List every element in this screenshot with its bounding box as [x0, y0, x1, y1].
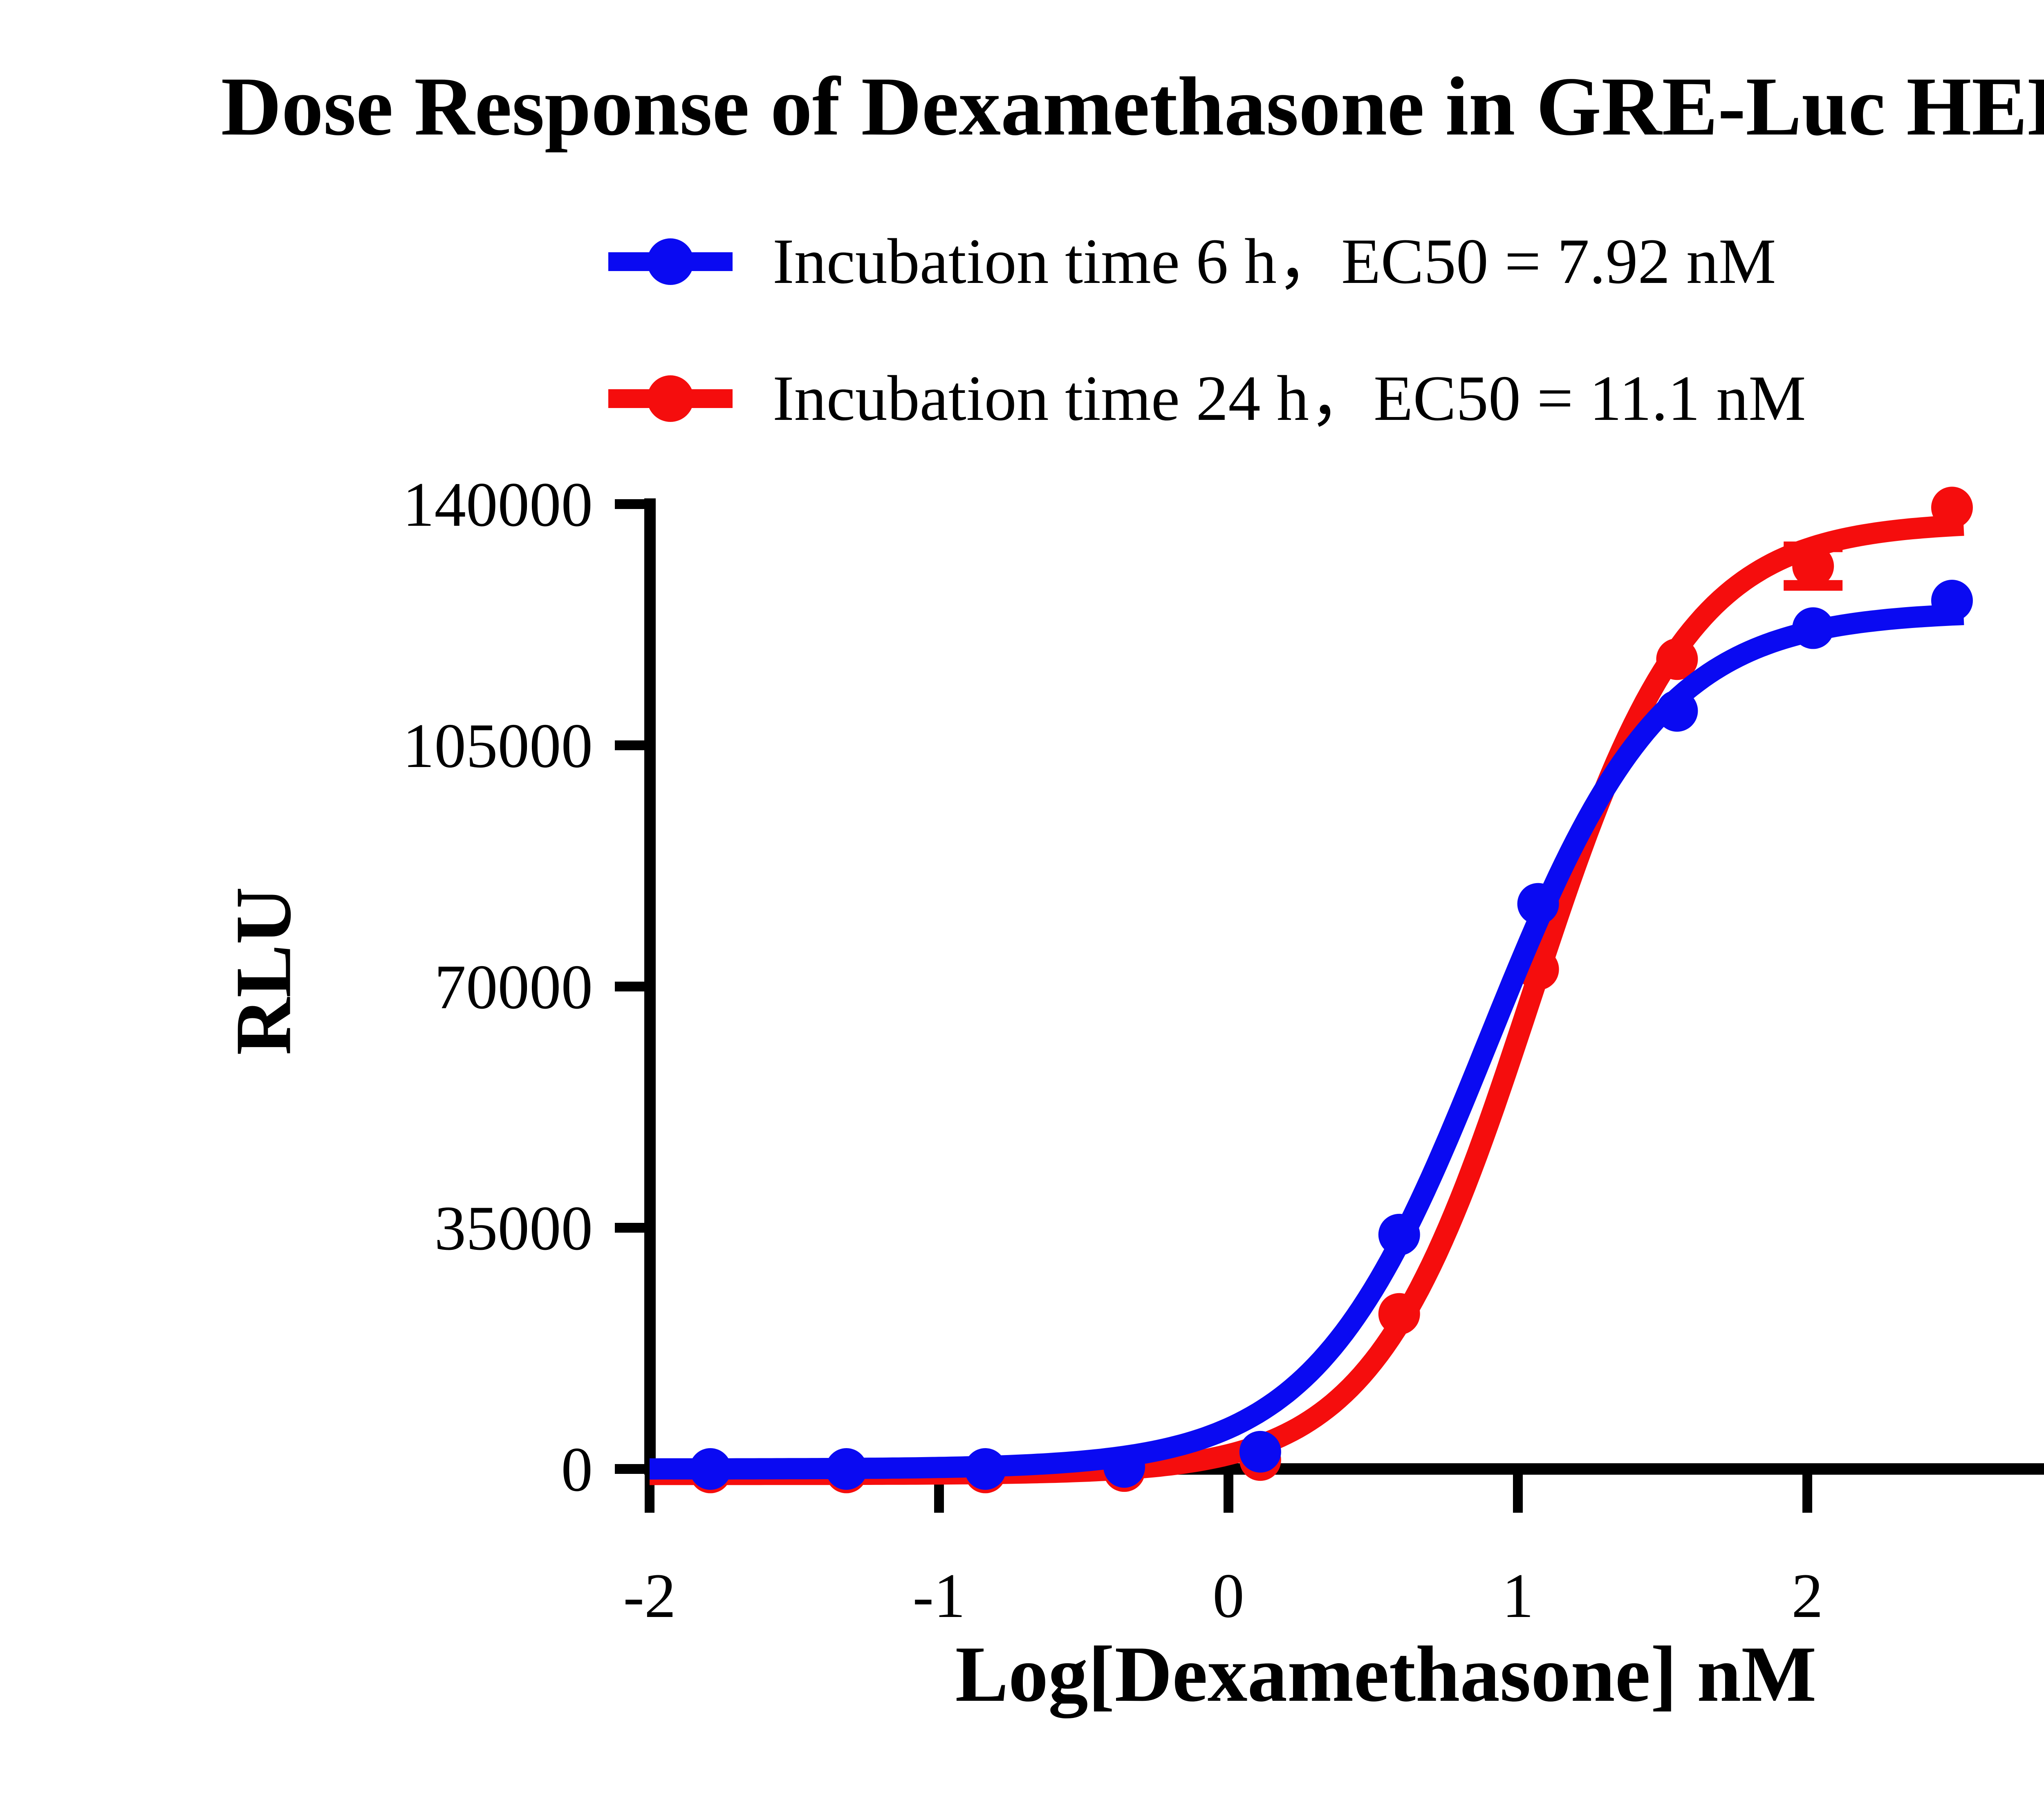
- data-point-6h: [1517, 883, 1559, 925]
- data-point-6h: [1103, 1446, 1145, 1488]
- data-point-6h: [689, 1448, 731, 1490]
- legend-item-6h: Incubation time 6 h，EC50 = 7.92 nM: [605, 227, 1806, 296]
- data-point-6h: [1931, 580, 1973, 621]
- fit-curve-6h: [650, 604, 1964, 1480]
- y-tick-label: 140000: [403, 469, 593, 540]
- fit-curve-24h: [650, 514, 1964, 1485]
- y-axis-title: RLU: [219, 887, 308, 1055]
- data-point-6h: [964, 1448, 1006, 1490]
- x-axis-title: Log[Dexamethasone] nM: [955, 1630, 1817, 1718]
- data-point-6h: [1792, 607, 1834, 649]
- data-point-6h: [1656, 690, 1698, 732]
- data-point-6h: [1239, 1431, 1281, 1473]
- data-point-6h: [1378, 1213, 1420, 1256]
- y-tick-label: 0: [561, 1434, 593, 1505]
- x-tick-label: 2: [1791, 1561, 1823, 1631]
- data-point-24h: [1656, 638, 1698, 680]
- legend: Incubation time 6 h，EC50 = 7.92 nM Incub…: [605, 227, 1806, 501]
- legend-item-24h: Incubation time 24 h，EC50 = 11.1 nM: [605, 364, 1806, 433]
- x-tick-label: 1: [1502, 1561, 1534, 1631]
- legend-label-6h: Incubation time 6 h，EC50 = 7.92 nM: [773, 226, 1776, 297]
- x-tick-label: -2: [623, 1561, 676, 1631]
- legend-marker-6h-icon: [608, 238, 733, 285]
- chart-title: Dose Response of Dexamethasone in GRE-Lu…: [221, 60, 2044, 153]
- data-point-24h: [1931, 487, 1973, 529]
- x-tick-label: 0: [1213, 1561, 1244, 1631]
- data-point-24h: [1792, 545, 1834, 587]
- y-tick-label: 105000: [403, 711, 593, 781]
- legend-marker-24h-icon: [608, 375, 733, 422]
- y-tick-label: 35000: [435, 1193, 593, 1263]
- y-tick-label: 70000: [435, 952, 593, 1022]
- data-point-24h: [1378, 1293, 1420, 1335]
- data-point-6h: [825, 1448, 867, 1490]
- legend-label-24h: Incubation time 24 h，EC50 = 11.1 nM: [773, 363, 1806, 434]
- x-tick-label: -1: [912, 1561, 965, 1631]
